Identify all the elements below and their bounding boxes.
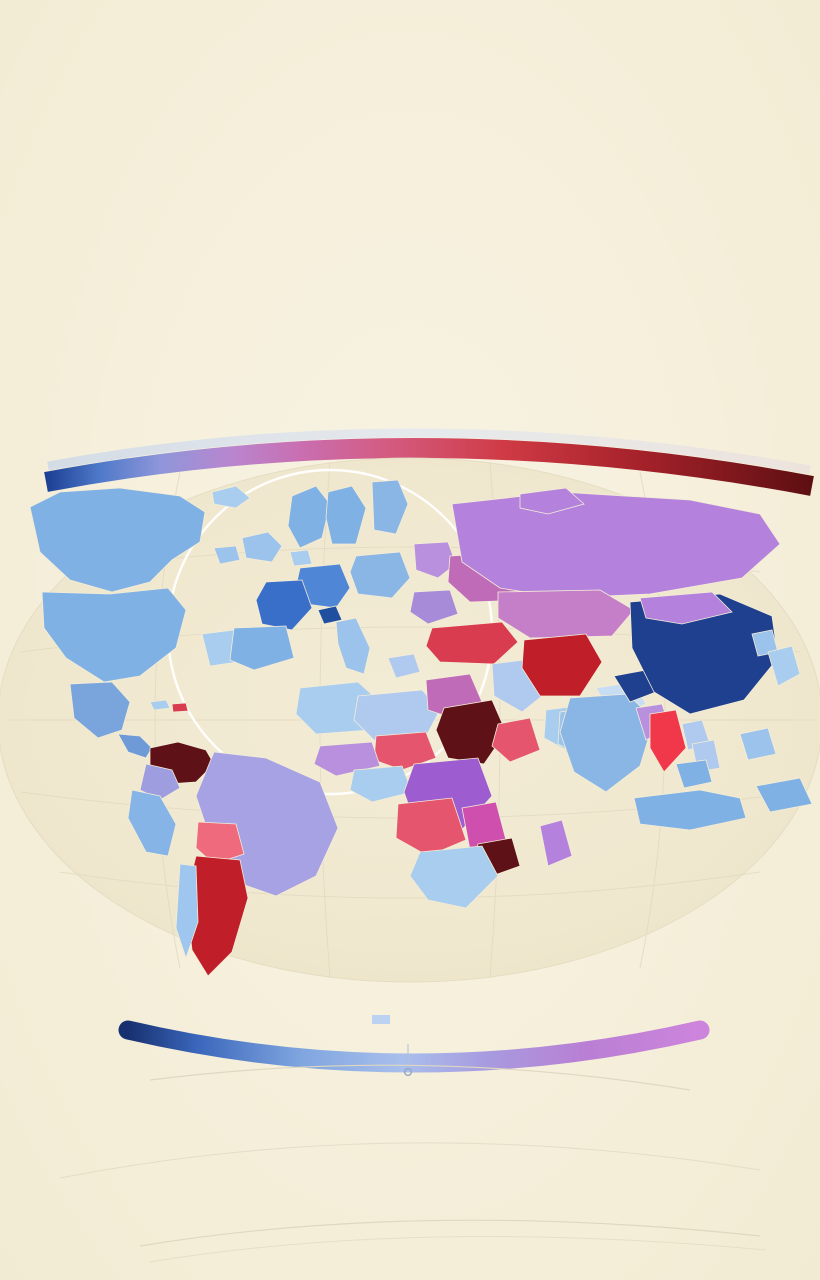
world-average-badge <box>372 1015 390 1024</box>
top-chart-scale-arc <box>44 428 814 496</box>
world-map-svg <box>0 457 820 983</box>
bottom-chart-guides <box>59 1064 767 1263</box>
world-map <box>0 452 820 1022</box>
lowest-inflation-chart <box>0 1050 820 1280</box>
highest-inflation-chart <box>0 0 820 496</box>
